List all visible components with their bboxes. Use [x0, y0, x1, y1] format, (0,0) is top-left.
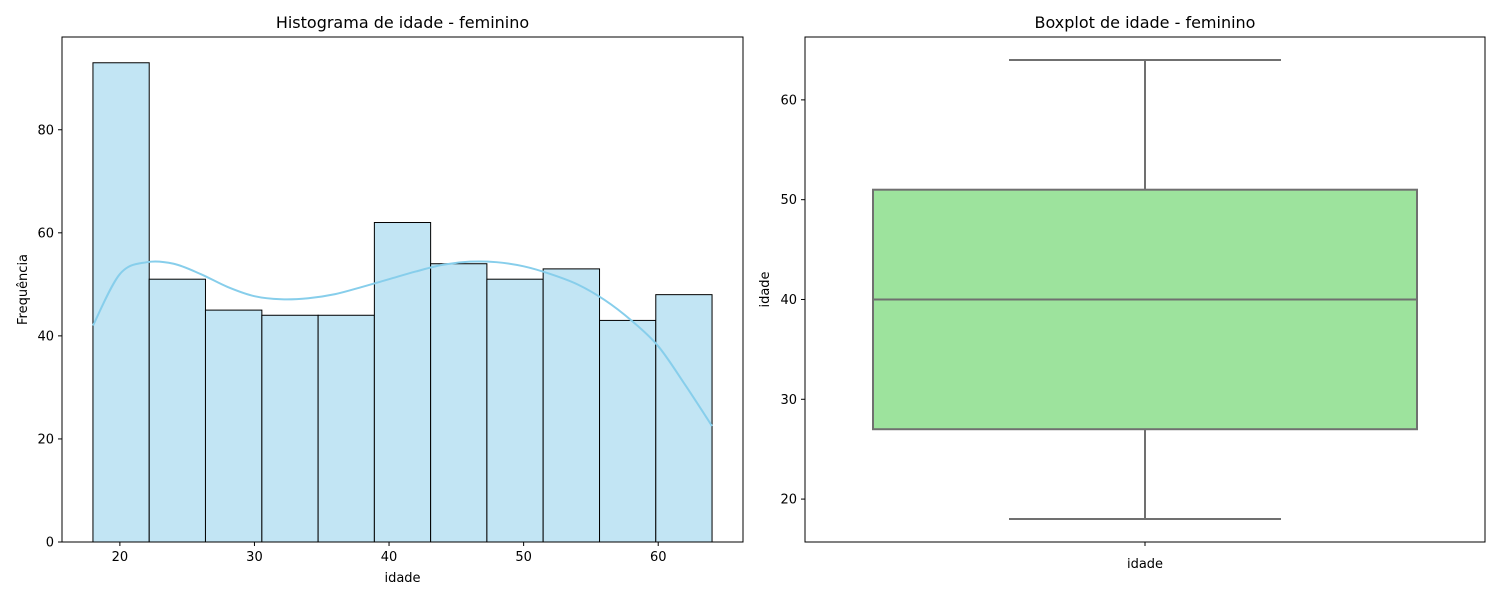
boxplot-y-ticks: 20 30 40 50 60: [780, 93, 805, 508]
histogram-y-tick-label: 40: [37, 329, 54, 344]
histogram-bar: [261, 314, 319, 543]
boxplot-body: [872, 58, 1418, 521]
histogram-bar: [542, 268, 601, 543]
boxplot-x-tick-label: idade: [1127, 557, 1163, 572]
histogram-title: Histograma de idade - feminino: [276, 13, 529, 32]
histogram-x-axis-label: idade: [384, 571, 420, 586]
boxplot-panel: Boxplot de idade - feminino 20 30 40 50 60 i…: [758, 13, 1486, 572]
histogram-y-tick-label: 60: [37, 226, 54, 241]
histogram-y-tick-label: 80: [37, 123, 54, 138]
histogram-y-tick-label: 0: [46, 536, 54, 551]
histogram-bar: [599, 319, 657, 543]
histogram-bars: [92, 62, 713, 543]
boxplot-title: Boxplot de idade - feminino: [1035, 13, 1256, 32]
boxplot-y-tick-label: 60: [780, 93, 797, 108]
histogram-y-tick-label: 20: [37, 432, 54, 447]
histogram-bar: [92, 62, 150, 543]
histogram-x-tick-label: 60: [650, 550, 667, 565]
boxplot-y-tick-label: 50: [780, 193, 797, 208]
histogram-bar: [148, 278, 206, 543]
histogram-x-ticks: 20 30 40 50 60: [112, 542, 667, 565]
histogram-x-tick-label: 20: [112, 550, 129, 565]
histogram-axes-frame: [61, 36, 744, 543]
histogram-x-tick-label: 50: [515, 550, 532, 565]
boxplot-axes-frame: [804, 36, 1486, 543]
histogram-x-tick-label: 30: [246, 550, 263, 565]
histogram-bar: [317, 314, 375, 543]
histogram-y-axis-label: Frequência: [16, 254, 31, 325]
boxplot-x-ticks: idade: [1127, 542, 1163, 572]
boxplot-y-tick-label: 40: [780, 293, 797, 308]
histogram-bar: [655, 294, 713, 543]
histogram-bar: [486, 278, 544, 543]
boxplot-box: [872, 188, 1418, 431]
boxplot-y-tick-label: 20: [780, 493, 797, 508]
histogram-bar: [430, 263, 488, 543]
histogram-y-ticks: 0 20 40 60 80: [37, 123, 62, 551]
histogram-x-tick-label: 40: [381, 550, 398, 565]
histogram-panel: Histograma de idade - feminino 20 30 40 50 6…: [16, 13, 744, 586]
boxplot-y-tick-label: 30: [780, 393, 797, 408]
boxplot-y-axis-label: idade: [758, 271, 773, 307]
histogram-kde-line: [92, 260, 713, 427]
histogram-bar: [204, 309, 263, 543]
